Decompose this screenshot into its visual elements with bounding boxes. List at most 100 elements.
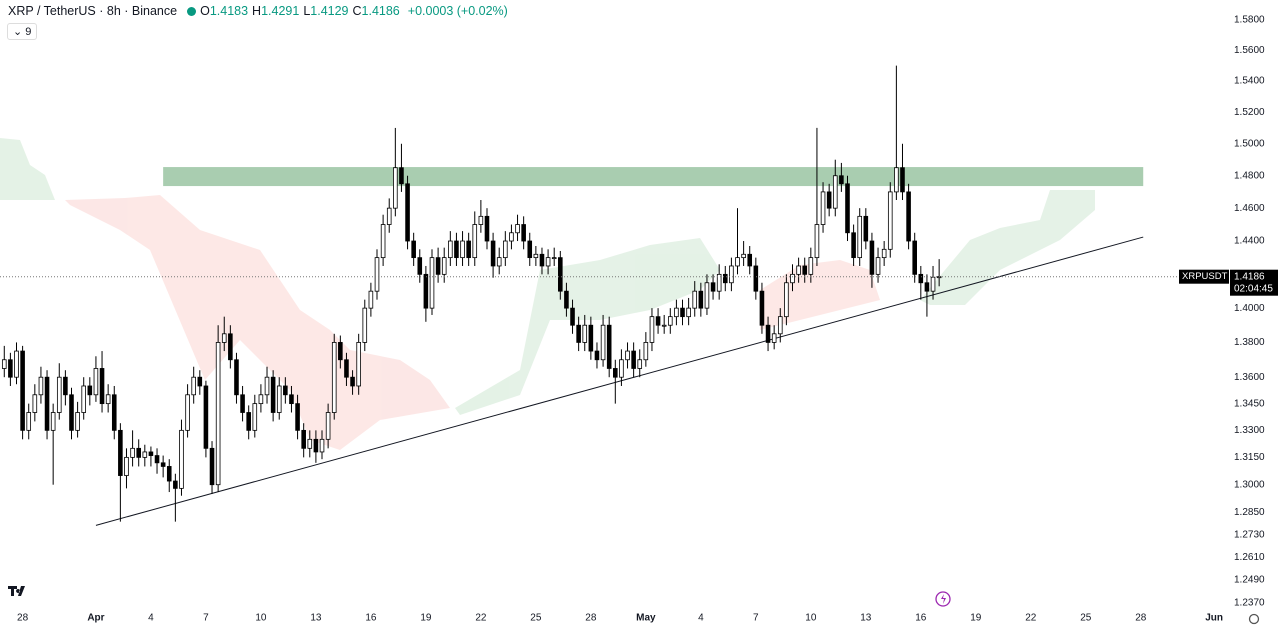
candle-body [539,253,545,267]
x-tick-label: 16 [365,613,377,624]
candle-body [124,456,129,476]
cloud-green [0,138,55,200]
candle-body [350,376,355,387]
candle-body [765,324,771,343]
candle-body [625,350,630,361]
candle-body [423,273,429,309]
candle-body [490,240,496,267]
y-tick-label: 1.3450 [1234,398,1265,409]
y-tick-label: 1.2730 [1234,529,1265,540]
candle-body [295,403,300,431]
candle-body [832,175,838,209]
cloud-green [920,190,1095,305]
candle-body [515,224,520,234]
candle-body [582,324,588,343]
ohlc-label: O [200,4,210,18]
settings-icon[interactable] [1248,613,1260,625]
candle-body [814,224,820,259]
candle-body [680,307,685,318]
candle-body [906,191,911,242]
change: +0.0003 (+0.02%) [407,4,508,18]
candle-body [576,324,581,343]
y-tick-label: 1.3800 [1234,337,1265,348]
x-tick-label: 4 [148,613,154,624]
x-tick-label: 28 [585,613,597,624]
candle-body [521,224,526,242]
ohlc-value: 1.4186 [361,4,400,18]
candle-body [692,290,698,309]
candle-body [111,394,117,431]
x-tick-label: 28 [17,613,29,624]
symbol: XRP / TetherUS · 8h · Binance [8,4,178,18]
candle-body [417,257,423,275]
y-tick-label: 1.2610 [1234,552,1265,563]
candle-body [44,376,50,431]
cloud-green [455,238,720,415]
candle-body [289,394,294,405]
x-tick-label: 22 [475,613,487,624]
candle-body [722,273,728,284]
candle-body [545,257,551,267]
x-tick-label: 13 [310,613,322,624]
candle-body [527,240,533,259]
candle-body [20,350,25,431]
countdown: 02:04:45 [1234,283,1273,294]
y-tick-label: 1.3600 [1234,372,1265,383]
candle-body [667,316,673,326]
candle-body [160,462,166,467]
candle-body [643,342,649,361]
y-tick-label: 1.2850 [1234,507,1265,518]
candle-body [771,333,777,343]
last-price-badge [1230,269,1278,296]
candle-body [503,240,508,259]
candle-body [729,265,734,284]
candle-body [551,257,557,260]
candle-body [118,429,123,476]
candle-body [344,359,349,378]
candle-body [496,257,502,267]
ohlc: O1.4183 H1.4291 L1.4129 C1.4186 [200,4,404,18]
candle-body [887,191,893,250]
last-price: 1.4186 [1234,271,1265,282]
candle-body [448,240,453,259]
candle-body [478,215,484,225]
indicator-toggle[interactable]: ⌄ 9 [7,23,38,40]
x-tick-label: 25 [1080,613,1092,624]
y-tick-label: 1.5400 [1234,76,1265,87]
candle-body [234,359,239,396]
candle-body [570,307,575,326]
lightning-icon[interactable] [935,591,951,607]
candle-body [777,316,783,335]
candle-body [820,191,826,225]
candle-body [63,376,68,396]
plot-area [1,65,1144,526]
ticker-badge [1179,269,1229,284]
candle-body [533,253,539,259]
candle-body [393,167,398,209]
resistance-zone [163,167,1144,187]
candle-body [881,248,887,259]
y-tick-label: 1.4600 [1234,203,1265,214]
candle-body [924,282,930,292]
y-tick-label: 1.2490 [1234,575,1265,586]
y-tick-label: 1.2370 [1234,598,1265,609]
candle-body [564,290,569,309]
candle-body [869,240,875,275]
candle-body [319,438,325,453]
candle-body [435,257,441,275]
candle-body [460,240,465,259]
x-tick-label: Apr [87,613,104,624]
candle-body [894,167,899,193]
candle-body [796,265,801,275]
x-tick-label: 7 [753,613,759,624]
candle-body [661,324,667,327]
candle-body [331,342,337,413]
candle-body [197,376,203,387]
candle-body [75,412,80,431]
candle-body [686,307,691,318]
candle-body [142,451,148,458]
candle-body [38,376,44,396]
candle-body [808,257,814,275]
